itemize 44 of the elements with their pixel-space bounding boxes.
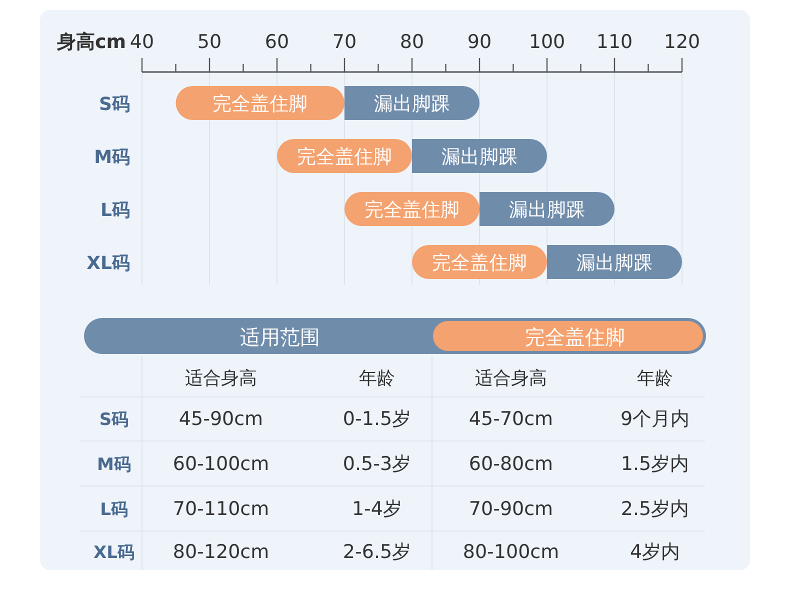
x-tick-label: 60 [264,31,290,53]
text: 完全盖住脚 [432,252,527,274]
series-label: 完全盖住脚 [212,93,308,115]
text: 漏出脚踝 [576,252,652,274]
text: 漏出脚踝 [442,146,518,168]
text: 1-4岁 [352,498,402,520]
text: 完全盖住脚 [525,325,625,349]
x-tick-label: 40 [130,31,154,53]
x-tick-label: 50 [197,31,222,53]
text: 60-80cm [468,453,554,475]
text: 0-1.5岁 [342,408,412,430]
text: 2.5岁内 [620,498,690,520]
text: 0.5-3岁 [342,453,412,475]
text: 适合身高 [475,368,547,389]
text: 适合身高 [185,368,257,389]
x-tick-label: 100 [528,31,566,53]
text: 年龄 [359,368,395,389]
x-tick-label: 70 [332,31,357,53]
text: 9个月内 [620,408,690,430]
text: 2-6.5岁 [342,541,412,563]
text: 80-100cm [462,541,560,563]
text: 70-110cm [172,498,270,520]
text: 适用范围 [240,325,320,349]
text: 45-90cm [178,408,264,430]
y-tick-label: S码 [99,94,130,115]
text: 年龄 [637,368,673,389]
text: 完全盖住脚 [364,199,460,221]
y-tick-label: XL码 [86,253,130,274]
series-label: 漏出脚踝 [374,93,450,115]
text: 完全盖住脚 [297,146,392,168]
text: 4岁内 [630,541,680,563]
y-tick-label: L码 [100,200,130,221]
text: 80-120cm [172,541,270,563]
text: 45-70cm [468,408,554,430]
text: 60-100cm [172,453,270,475]
x-tick-label: 80 [400,31,424,53]
x-tick-label: 110 [596,31,633,53]
y-tick-label: M码 [94,147,130,168]
text: 漏出脚踝 [509,199,585,221]
text: 1.5岁内 [620,453,690,475]
x-tick-label: 120 [664,31,700,53]
text: 70-90cm [468,498,554,520]
x-tick-label: 90 [467,31,492,53]
x-axis-title: 身高cm [56,31,126,53]
